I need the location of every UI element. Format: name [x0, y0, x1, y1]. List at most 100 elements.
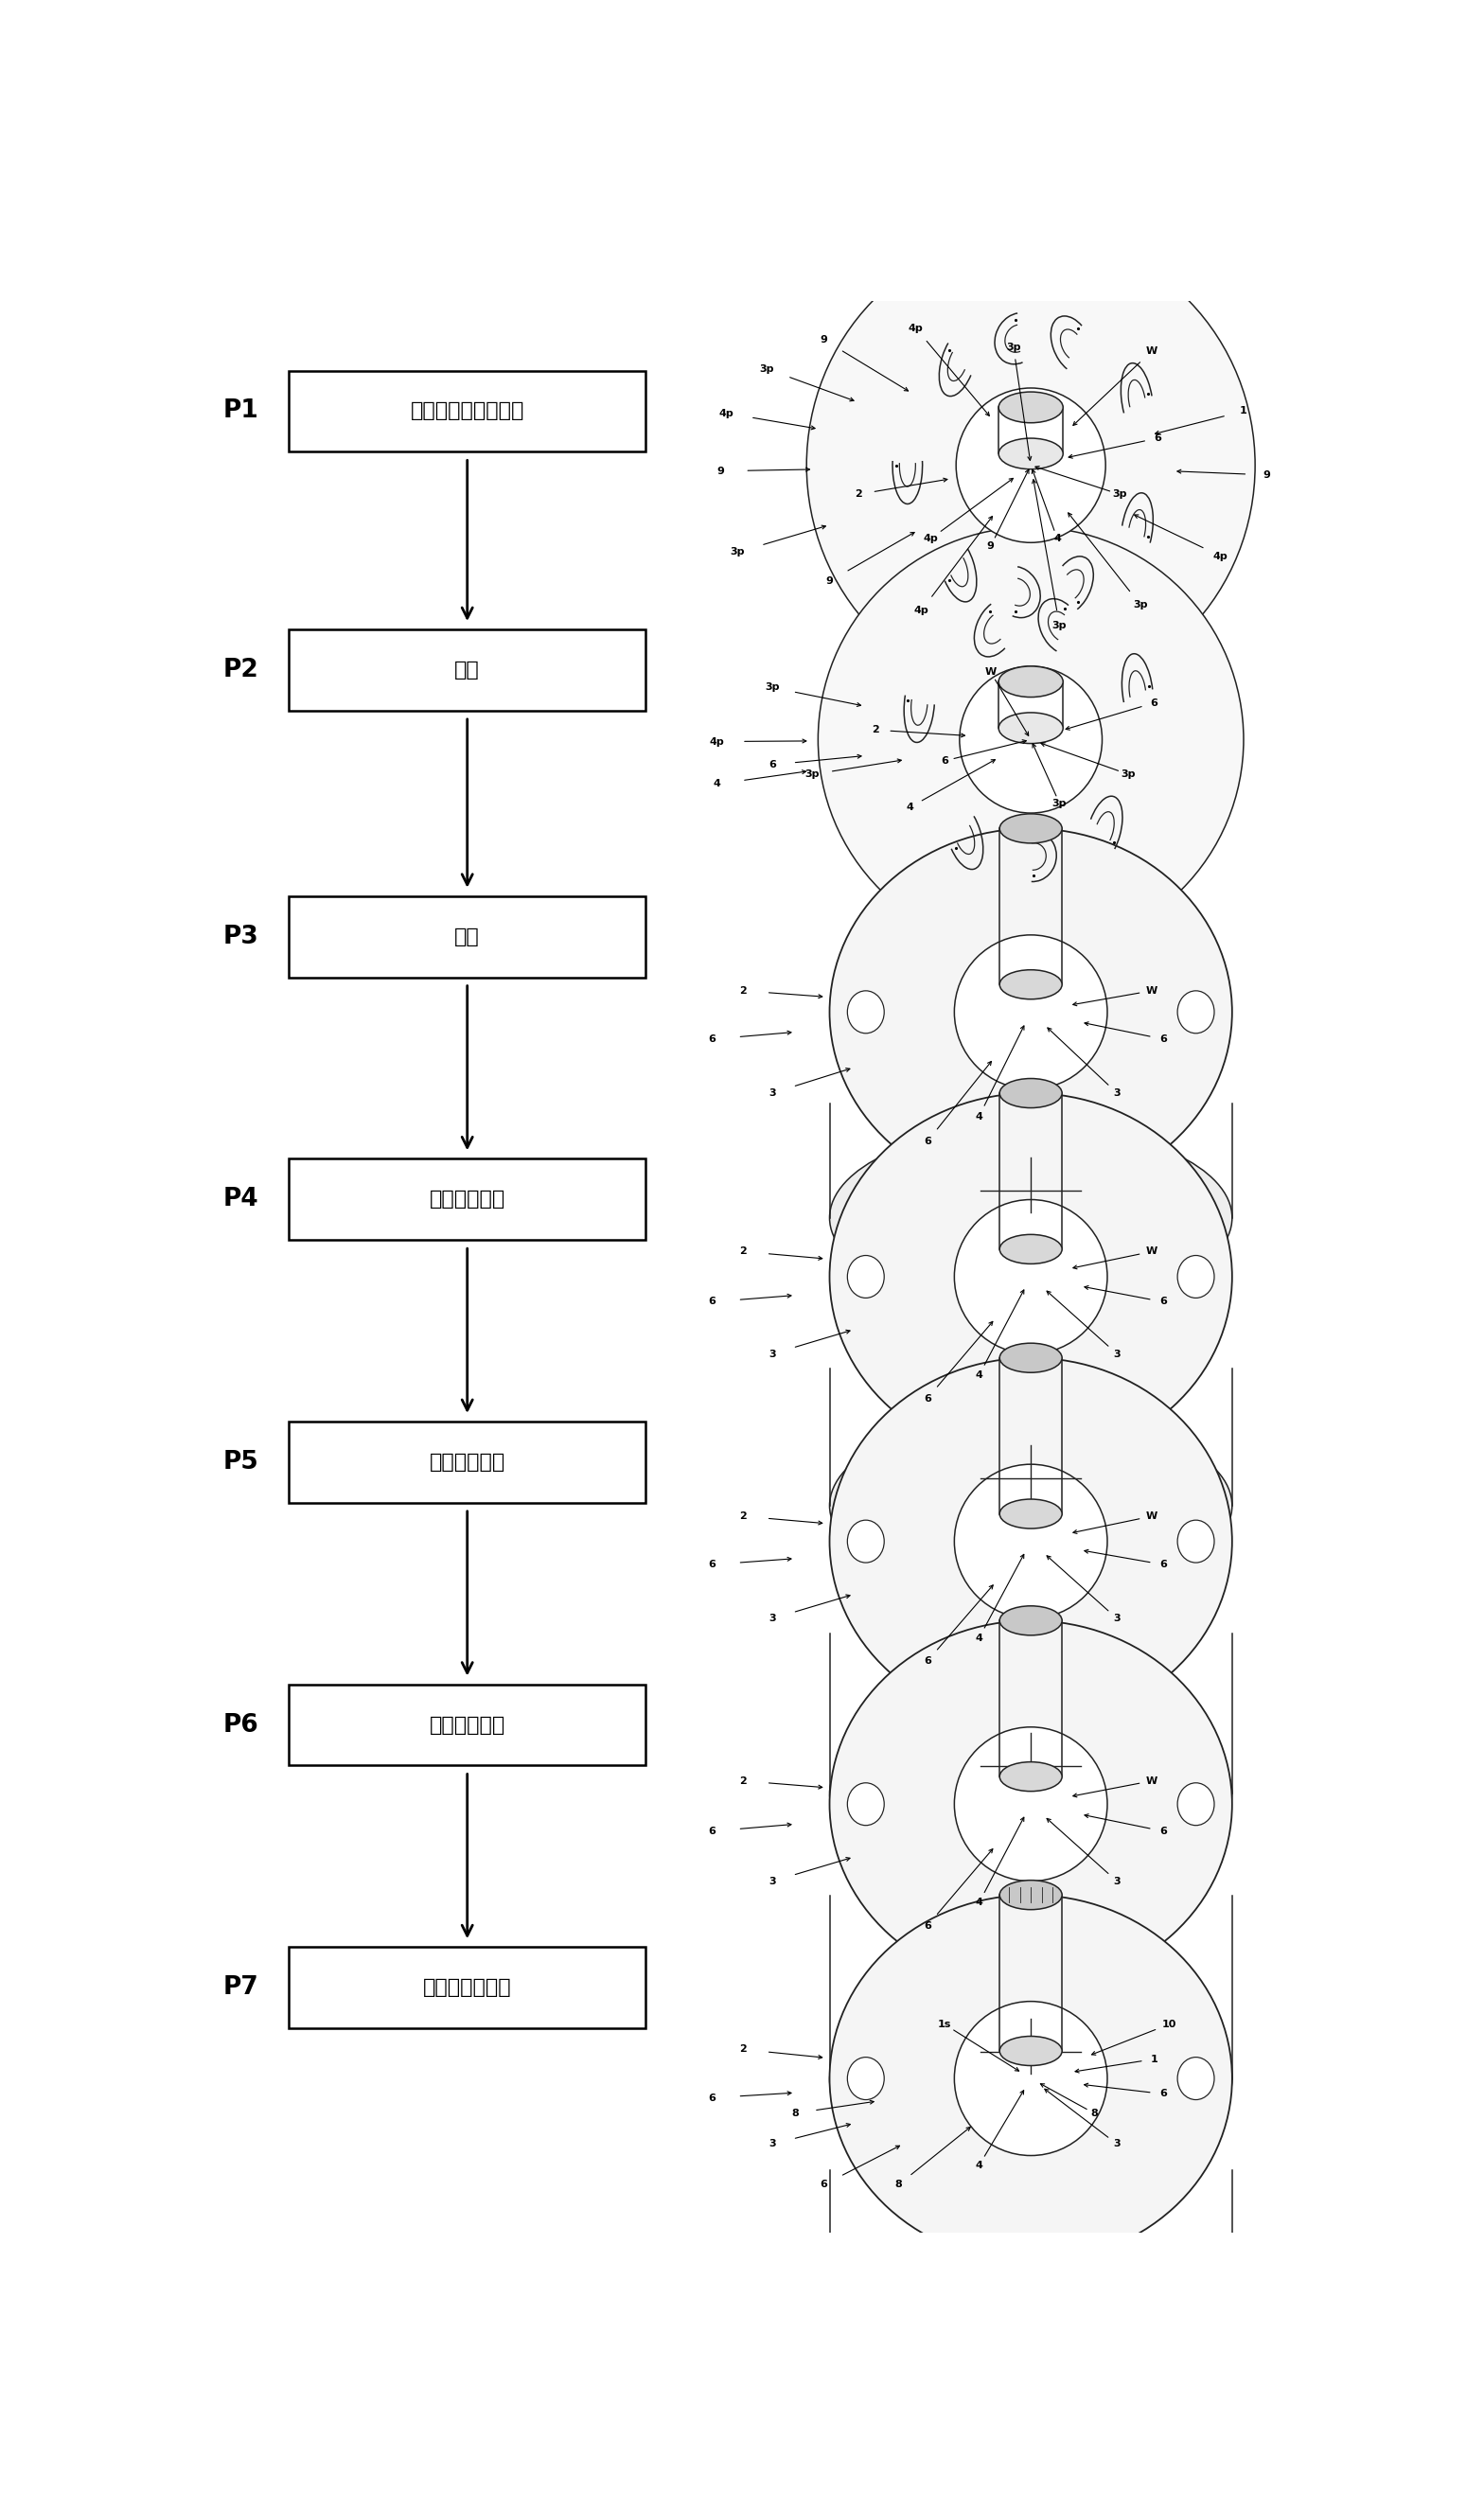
Text: 3p: 3p [1006, 344, 1021, 351]
Ellipse shape [830, 1127, 1232, 1310]
Text: P1: P1 [223, 399, 258, 424]
Text: 2: 2 [739, 986, 746, 996]
Ellipse shape [1165, 973, 1227, 1051]
Ellipse shape [954, 936, 1107, 1089]
Ellipse shape [807, 233, 1255, 698]
Text: 3: 3 [1113, 2140, 1120, 2148]
Text: 2: 2 [739, 1247, 746, 1257]
Ellipse shape [847, 1784, 884, 1827]
Text: 8: 8 [1091, 2108, 1098, 2118]
Text: P2: P2 [223, 657, 258, 682]
Text: 4p: 4p [923, 534, 938, 544]
Text: 6: 6 [708, 2093, 715, 2103]
Text: 6: 6 [1159, 1561, 1166, 1568]
Ellipse shape [1000, 1342, 1063, 1372]
Ellipse shape [834, 2040, 898, 2118]
Text: 6: 6 [941, 755, 948, 765]
Ellipse shape [834, 1503, 898, 1581]
Ellipse shape [1165, 1503, 1227, 1581]
Text: 2: 2 [873, 725, 879, 735]
Text: 6: 6 [923, 1137, 930, 1147]
Ellipse shape [1128, 2050, 1175, 2108]
Ellipse shape [847, 1254, 884, 1297]
Text: 6: 6 [708, 1297, 715, 1307]
Ellipse shape [830, 1357, 1232, 1724]
Text: 2: 2 [739, 2045, 746, 2055]
Text: 3p: 3p [1052, 798, 1067, 808]
Text: 4p: 4p [718, 409, 733, 419]
Ellipse shape [1128, 1764, 1175, 1822]
Ellipse shape [954, 1199, 1107, 1355]
Ellipse shape [920, 2386, 1141, 2486]
Ellipse shape [1000, 1500, 1063, 1528]
Text: W: W [1146, 346, 1158, 356]
Ellipse shape [830, 1701, 1232, 1884]
Text: 9: 9 [987, 542, 994, 552]
Text: 4p: 4p [1212, 552, 1229, 562]
Text: W: W [1146, 1776, 1158, 1786]
Ellipse shape [1000, 1761, 1063, 1791]
Text: 6: 6 [708, 1827, 715, 1837]
Ellipse shape [886, 1478, 935, 1536]
Text: 9: 9 [821, 336, 828, 344]
Ellipse shape [834, 1766, 898, 1842]
Text: 6: 6 [923, 1392, 930, 1403]
Text: 3: 3 [1113, 1089, 1120, 1099]
Text: 6: 6 [1150, 698, 1158, 708]
Text: 6: 6 [1159, 1827, 1166, 1837]
Ellipse shape [954, 1465, 1107, 1618]
Ellipse shape [886, 1764, 935, 1822]
Ellipse shape [830, 1094, 1232, 1460]
Text: 凸轮模型成形: 凸轮模型成形 [429, 1189, 505, 1209]
Ellipse shape [999, 391, 1063, 424]
Text: 6: 6 [708, 1561, 715, 1568]
Ellipse shape [954, 1726, 1107, 1882]
FancyBboxPatch shape [289, 1947, 646, 2027]
Ellipse shape [886, 2050, 935, 2108]
Text: 3p: 3p [1132, 600, 1147, 610]
Ellipse shape [954, 2002, 1107, 2155]
Ellipse shape [1000, 971, 1063, 999]
Ellipse shape [999, 667, 1063, 698]
Ellipse shape [1000, 1879, 1063, 1909]
Text: 2: 2 [855, 489, 862, 499]
Text: 3p: 3p [764, 682, 779, 692]
Text: 3: 3 [1113, 1613, 1120, 1623]
Text: 6: 6 [1159, 1297, 1166, 1307]
Text: 4: 4 [975, 1633, 982, 1643]
Ellipse shape [999, 713, 1063, 743]
Ellipse shape [847, 2057, 884, 2100]
Ellipse shape [830, 1621, 1232, 1987]
Ellipse shape [1128, 2348, 1175, 2406]
Text: 4: 4 [1054, 534, 1061, 544]
Text: P7: P7 [223, 1975, 258, 2000]
Text: P4: P4 [223, 1187, 258, 1212]
Text: 4: 4 [975, 1897, 982, 1907]
Text: 1: 1 [1241, 406, 1247, 416]
Ellipse shape [830, 828, 1232, 1197]
Ellipse shape [834, 1237, 898, 1315]
Text: 2: 2 [739, 1510, 746, 1520]
Ellipse shape [1177, 2057, 1214, 2100]
Ellipse shape [960, 667, 1103, 813]
Ellipse shape [847, 991, 884, 1034]
FancyBboxPatch shape [289, 371, 646, 452]
Ellipse shape [886, 2348, 935, 2406]
Text: 第二精压成形: 第二精压成形 [429, 1716, 505, 1734]
Ellipse shape [1128, 1189, 1175, 1247]
Text: 2: 2 [739, 1776, 746, 1786]
Text: 8: 8 [895, 2180, 902, 2190]
Text: 4p: 4p [908, 324, 923, 334]
Text: 3: 3 [769, 2140, 776, 2148]
Text: 6: 6 [1159, 2090, 1166, 2098]
FancyBboxPatch shape [289, 1684, 646, 1766]
Text: 第一精压成形: 第一精压成形 [429, 1453, 505, 1473]
Ellipse shape [999, 439, 1063, 469]
Ellipse shape [830, 1415, 1232, 1598]
Text: 10: 10 [1162, 2020, 1177, 2030]
Text: 4: 4 [975, 1370, 982, 1380]
Ellipse shape [1177, 991, 1214, 1034]
Ellipse shape [1165, 1766, 1227, 1842]
Ellipse shape [1165, 2040, 1227, 2118]
Text: 4p: 4p [914, 605, 929, 615]
